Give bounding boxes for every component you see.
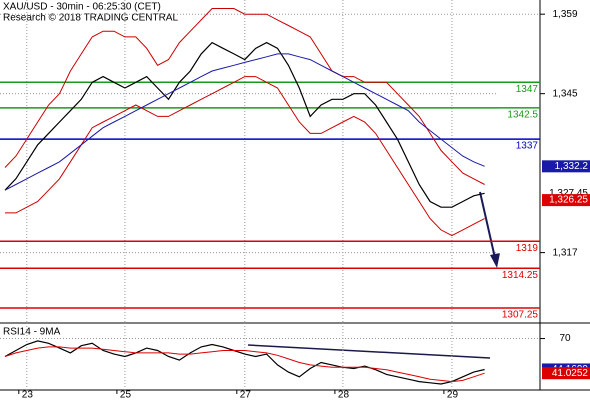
value-box <box>542 367 590 380</box>
level-label-bg <box>498 269 539 281</box>
y-tick-label: 70 <box>559 333 571 344</box>
level-label: 1307.25 <box>502 310 539 321</box>
price-label: 1,326.25 <box>549 195 588 206</box>
x-tick-label: 23 <box>22 390 34 400</box>
x-tick-label: 29 <box>447 390 459 400</box>
level-label-bg <box>498 242 539 254</box>
value-label: 41.0252 <box>552 368 589 379</box>
y-tick-label: 1,317 <box>552 247 577 258</box>
chart-subtitle: Research © 2018 TRADING CENTRAL <box>3 13 178 24</box>
level-label-bg <box>498 108 539 120</box>
level-label-bg <box>498 140 539 152</box>
level-label: 1319 <box>516 243 539 254</box>
rsi-title: RSI14 - 9MA <box>3 327 61 338</box>
arrow-shaft <box>479 191 496 259</box>
x-tick-label: 28 <box>338 390 350 400</box>
level-label-bg <box>498 308 539 320</box>
x-tick-label: 27 <box>240 390 252 400</box>
series-line <box>4 346 485 383</box>
x-tick-label: 25 <box>120 390 132 400</box>
series-line <box>4 8 485 185</box>
level-label-bg <box>498 83 539 95</box>
forecast-arrow <box>479 191 500 268</box>
arrow-head <box>490 253 500 268</box>
series-line <box>4 41 485 208</box>
trend-line <box>247 344 491 359</box>
price-label: 1,327.45 <box>549 188 588 199</box>
y-tick-label: 1,345 <box>552 88 577 99</box>
series-line <box>4 340 485 385</box>
y-tick-label: 1,359 <box>552 9 577 20</box>
price-box <box>542 160 590 173</box>
level-label: 1347 <box>516 84 539 95</box>
price-box <box>542 194 590 207</box>
series-line <box>4 53 485 191</box>
chart-title: XAU/USD - 30min - 06:25:30 (CET) <box>3 2 161 13</box>
price-label: 1,332.2 <box>555 161 589 172</box>
level-label: 1342.5 <box>507 109 538 120</box>
level-label: 1337 <box>516 141 539 152</box>
level-label: 1314.25 <box>502 270 539 281</box>
series-line <box>5 76 485 237</box>
